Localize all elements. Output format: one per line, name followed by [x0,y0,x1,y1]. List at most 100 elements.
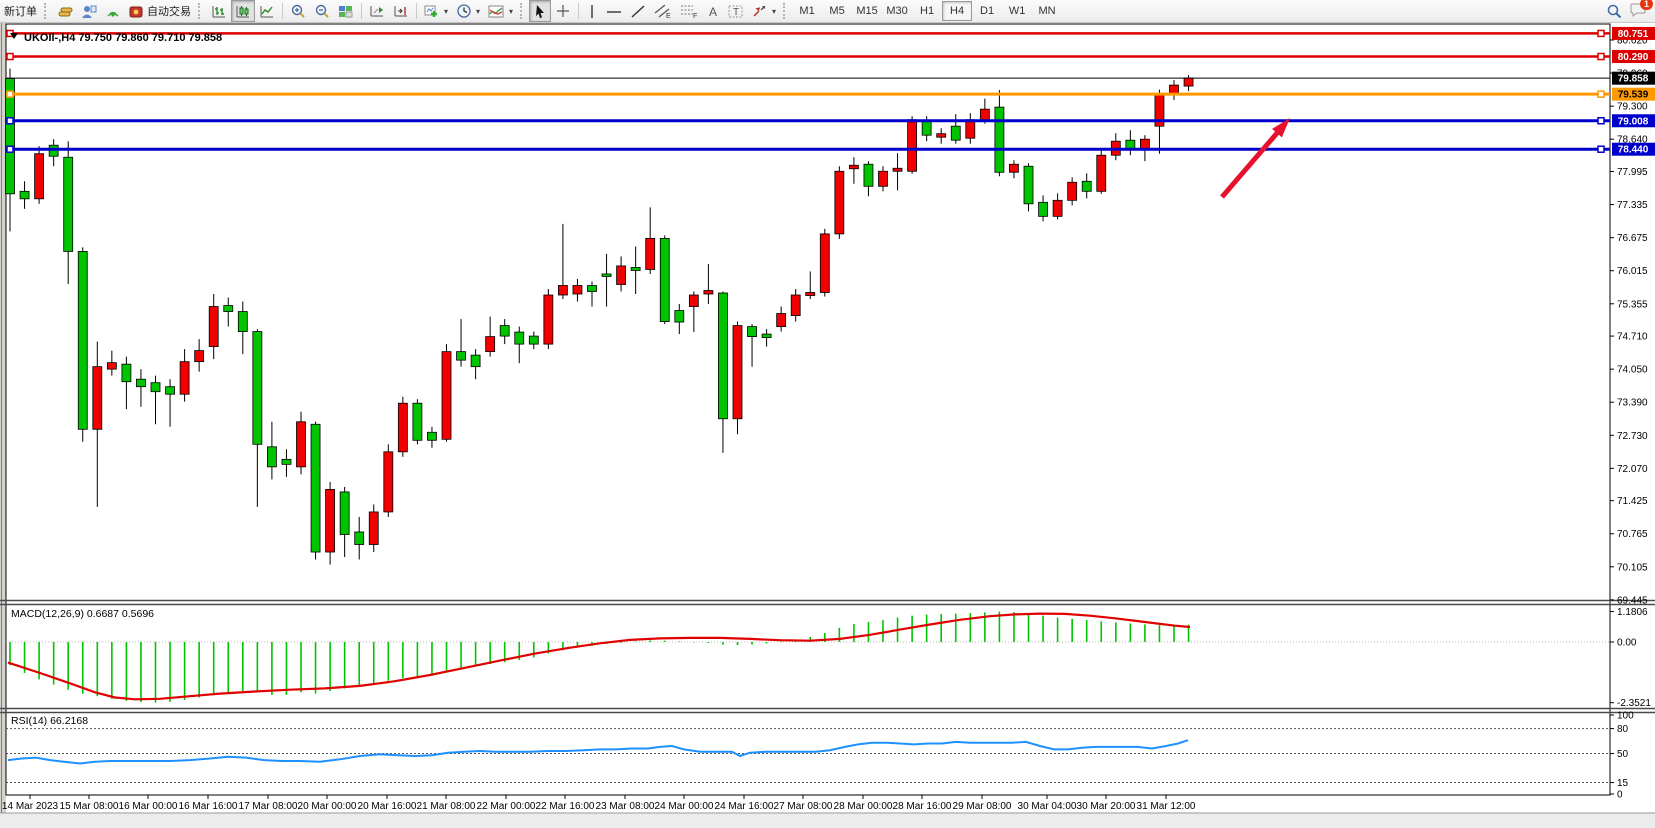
hline-price-badge [1612,87,1655,101]
text-tool-icon[interactable]: A [702,0,724,22]
trend-arrow-head[interactable] [1272,118,1290,138]
macd-signal-line [7,612,1191,701]
hline-handle[interactable] [1597,117,1605,125]
price-tick-label: 70.105 [1617,562,1648,573]
timeframe-button-d1[interactable]: D1 [980,5,995,17]
bar-chart-mode-icon[interactable] [207,0,231,22]
toolbar-grip [198,3,203,19]
profile-icon[interactable] [77,0,101,22]
hline-handle[interactable] [6,117,14,125]
candle-bullish [572,285,583,295]
hline-price-badge-label: 80.751 [1618,29,1649,40]
candle-bearish [1023,165,1034,205]
timeframe-button-mn[interactable]: MN [1038,5,1056,17]
candle-bullish [703,290,714,295]
candle-bearish [499,325,510,337]
tile-windows-icon[interactable] [334,0,358,22]
candle-bearish [121,363,132,383]
channel-tool-icon[interactable]: E [650,0,676,22]
hline-handle[interactable] [6,52,14,61]
candle-bullish [558,285,568,296]
candlestick-mode-icon[interactable] [231,0,255,22]
candle-bullish [543,294,554,345]
hline-handle[interactable] [6,90,14,98]
chevron-down-icon: ▾ [476,6,481,16]
timeframe-button-m1[interactable]: M1 [799,5,815,17]
hline-handle[interactable] [1597,90,1605,98]
price-tick-label: 72.730 [1617,431,1648,442]
time-tick-label: 31 Mar 12:00 [1137,801,1196,812]
timeframe-button-m5[interactable]: M5 [829,5,845,17]
chart-menu-triangle-icon[interactable] [10,33,18,39]
candle-bullish [732,325,743,420]
indicators-icon[interactable]: ▾ [484,0,517,22]
timeframe-button-w1[interactable]: W1 [1008,5,1026,17]
price-tick-label: 79.300 [1617,102,1648,113]
hline-handle[interactable] [6,145,14,153]
periods-icon[interactable]: ▾ [452,0,484,22]
cursor-icon[interactable] [529,0,552,22]
time-tick-label: 16 Mar 16:00 [179,801,238,812]
candle-bearish [19,190,30,200]
new-order-button[interactable]: 新订单 [0,0,41,22]
price-tick-label: 73.390 [1617,398,1648,409]
candle-bullish [878,170,888,187]
zoom-out-icon[interactable] [310,0,334,22]
timeframe-button-h1[interactable]: H1 [920,5,935,17]
text-label-tool-icon[interactable]: T [724,0,748,22]
candle-bearish [921,120,932,136]
price-tick-label: 77.335 [1617,200,1648,211]
signals-icon[interactable] [101,0,125,22]
hline-handle[interactable] [1597,145,1605,153]
price-tick-label: 70.765 [1617,529,1648,540]
time-tick-label: 23 Mar 08:00 [596,801,655,812]
line-chart-mode-icon[interactable] [255,0,279,22]
zoom-in-icon[interactable] [286,0,310,22]
candle-bearish [77,251,88,430]
new-chart-icon[interactable]: ▾ [420,0,452,22]
vertical-line-tool-icon[interactable] [582,0,602,22]
window-left-edge [0,22,6,813]
candle-bullish [325,488,336,553]
timeframe-button-m15[interactable]: M15 [856,5,878,17]
gold-bars-icon[interactable] [53,0,77,22]
rsi-tick-label: 50 [1617,749,1629,760]
price-tick-label: 69.445 [1617,595,1648,606]
svg-text:T: T [733,7,739,18]
hline-price-badge-label: 79.539 [1618,90,1649,101]
fibonacci-tool-icon[interactable]: F [676,0,702,22]
auto-scroll-icon[interactable] [365,0,389,22]
candle-bearish [950,125,961,141]
macd-pane: 1.1806 0.00 -2.3521 [6,607,1651,709]
candles-layer [5,68,1194,565]
hline-handle[interactable] [1597,29,1605,38]
trend-arrow[interactable] [1220,118,1290,199]
time-tick-label: 24 Mar 16:00 [715,801,774,812]
chart-shift-icon[interactable] [389,0,413,22]
time-tick-label: 20 Mar 00:00 [298,801,357,812]
crosshair-icon[interactable] [551,0,575,22]
notifications-button[interactable]: 1 [1630,0,1653,21]
search-icon[interactable] [1606,3,1622,19]
hline-handle[interactable] [1597,52,1605,61]
timeframe-button-m30[interactable]: M30 [886,5,908,17]
autotrade-button[interactable]: 自动交易 [125,0,195,22]
shapes-tool-icon[interactable]: ▾ [748,0,780,22]
trendline-tool-icon[interactable] [626,0,650,22]
candle-bullish [616,265,626,285]
candle-bearish [266,446,277,468]
autotrade-label: 自动交易 [147,6,191,18]
horizontal-line-tool-icon[interactable] [602,0,626,22]
current-price-badge-label: 79.858 [1618,74,1649,85]
candle-bullish [1052,199,1063,217]
candle-bearish [1081,180,1092,192]
price-tick-label: 80.620 [1617,36,1648,47]
candle-bearish [747,326,757,337]
candle-bearish [994,106,1005,173]
candle-bearish [48,144,59,157]
candle-bullish [485,336,496,353]
toolbar-grip [783,3,788,19]
timeframe-button-h4[interactable]: H4 [942,1,973,21]
trend-arrow-shaft[interactable] [1220,126,1283,199]
